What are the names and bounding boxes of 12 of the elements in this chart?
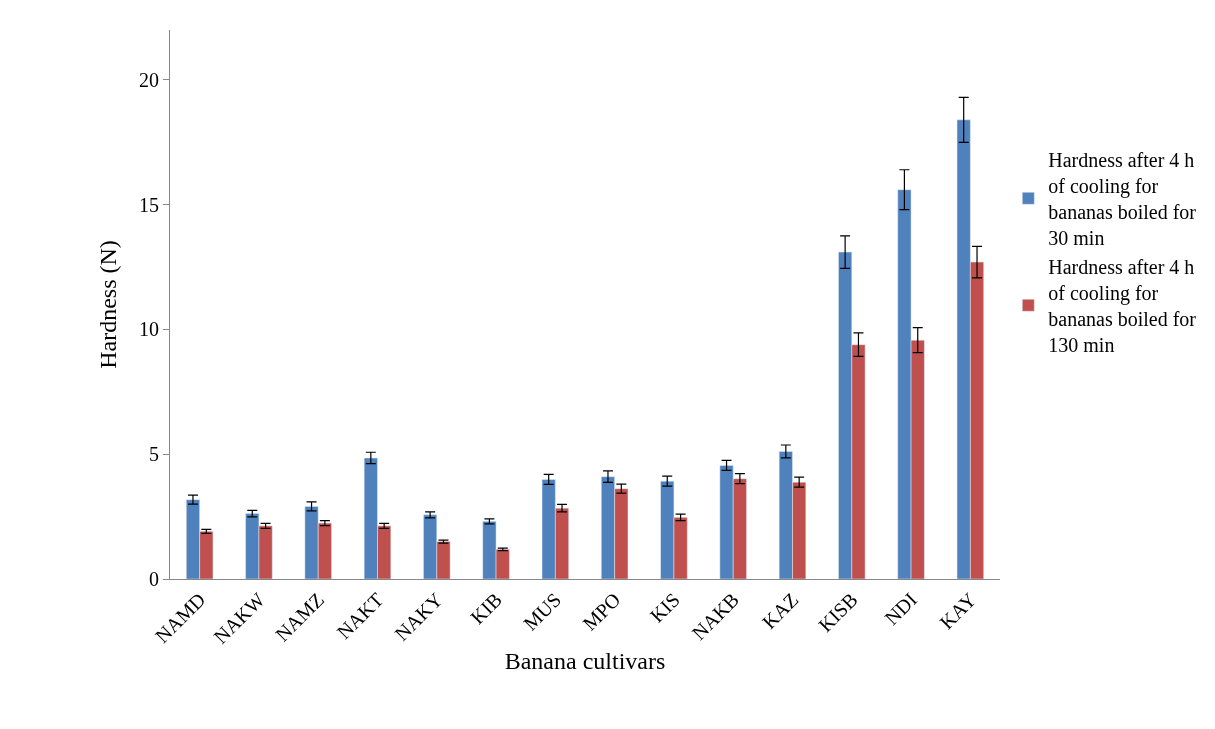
legend-label: Hardness after 4 h of cooling for bananas boiled for 30 min	[1048, 149, 1197, 250]
y-tick-label: 10	[139, 318, 159, 341]
y-tick-label: 0	[149, 568, 159, 590]
legend-label: Hardness after 4 h of cooling for bananas boiled for 130 min	[1048, 256, 1197, 357]
y-tick-label: 15	[139, 193, 159, 216]
y-tick-label: 5	[149, 443, 159, 466]
x-tick-label: NDI	[880, 588, 921, 630]
y-tick-label: 20	[139, 68, 159, 91]
x-axis-title: Banana cultivars	[504, 648, 666, 675]
x-tick-label: KIB	[466, 588, 506, 629]
x-tick-label: KIS	[645, 588, 684, 627]
y-axis-title: Hardness (N)	[95, 240, 122, 369]
